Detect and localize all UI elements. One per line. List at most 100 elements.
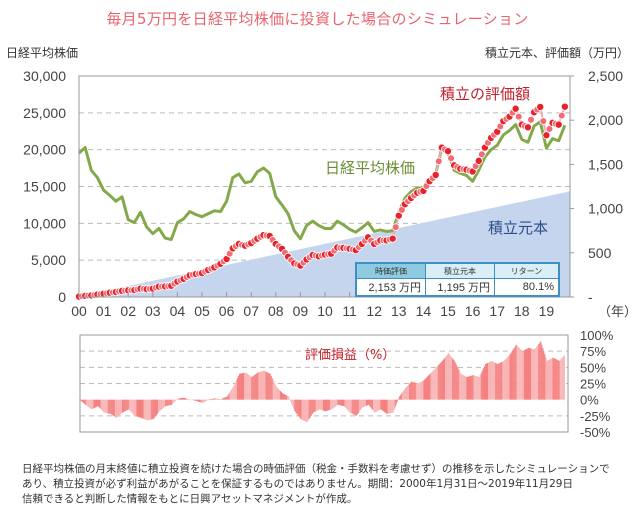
profit-bar bbox=[462, 374, 464, 400]
profit-bar bbox=[243, 372, 245, 400]
profit-bar bbox=[418, 382, 420, 400]
profit-bar bbox=[198, 399, 201, 402]
profit-bar bbox=[483, 366, 485, 400]
profit-bar bbox=[537, 345, 539, 400]
profit-bar bbox=[325, 399, 327, 412]
profit-bar bbox=[169, 399, 171, 406]
profit-bar bbox=[99, 399, 101, 409]
profit-bar bbox=[481, 370, 483, 400]
profit-bar bbox=[98, 399, 100, 408]
profit-bar bbox=[543, 351, 545, 400]
profit-bar bbox=[213, 398, 215, 400]
profit-bar bbox=[561, 357, 563, 400]
profit-bar bbox=[349, 399, 351, 413]
footnote-line: あり、積立投資が必ず利益があがることを保証するものではありません。期間：2000… bbox=[22, 478, 573, 490]
profit-bar bbox=[429, 373, 431, 400]
valuation-dot bbox=[554, 120, 563, 129]
profit-bar bbox=[355, 399, 357, 416]
profit-bar bbox=[125, 399, 127, 411]
profit-bar bbox=[225, 396, 227, 400]
profit-bar bbox=[281, 393, 284, 400]
sub-y-tick-label: 50% bbox=[580, 360, 606, 375]
profit-bar bbox=[331, 399, 333, 410]
profit-bar bbox=[368, 399, 370, 405]
profit-bar bbox=[128, 399, 130, 410]
profit-bar bbox=[190, 399, 192, 401]
profit-bar bbox=[234, 382, 236, 400]
profit-bar bbox=[255, 374, 257, 400]
sub-y-tick-label: -50% bbox=[580, 425, 611, 440]
profit-bar bbox=[315, 399, 317, 411]
sub-y-tick-label: 0% bbox=[580, 393, 599, 408]
profit-bar bbox=[103, 399, 105, 413]
profit-bar bbox=[192, 399, 194, 401]
profit-bar bbox=[220, 399, 222, 400]
profit-bar bbox=[132, 399, 134, 414]
profit-bar bbox=[131, 399, 133, 413]
profit-bar bbox=[443, 358, 445, 400]
profit-bar bbox=[326, 399, 328, 411]
profit-bar bbox=[93, 399, 95, 409]
profit-bar bbox=[116, 399, 119, 417]
profit-bar bbox=[379, 399, 381, 410]
profit-bar bbox=[216, 398, 218, 400]
profit-bar bbox=[95, 399, 97, 408]
profit-bar bbox=[519, 349, 521, 400]
profit-bar bbox=[436, 366, 438, 400]
profit-bar bbox=[186, 398, 188, 400]
profit-bar bbox=[417, 383, 419, 400]
profit-bar bbox=[293, 399, 295, 409]
profit-bar bbox=[397, 399, 399, 400]
profit-bar bbox=[446, 354, 449, 400]
profit-bar bbox=[298, 399, 300, 417]
profit-bar bbox=[80, 399, 82, 401]
profit-bar bbox=[263, 370, 265, 400]
profit-bar bbox=[311, 399, 313, 415]
right-y-tick-label: 500 bbox=[588, 245, 612, 261]
profit-bar bbox=[514, 346, 516, 400]
profit-bar bbox=[145, 399, 147, 420]
profit-bar bbox=[536, 346, 538, 400]
profit-bar bbox=[129, 399, 131, 411]
profit-bar bbox=[346, 399, 348, 410]
profit-bar bbox=[312, 399, 314, 413]
profit-bar bbox=[264, 371, 266, 400]
profit-bar bbox=[215, 398, 217, 400]
profit-bar bbox=[269, 373, 271, 400]
profit-bar bbox=[539, 342, 541, 400]
profit-bar bbox=[534, 349, 536, 400]
profit-bar bbox=[512, 349, 514, 400]
profit-bar bbox=[292, 399, 294, 407]
profit-bar bbox=[486, 363, 489, 400]
profit-bar bbox=[194, 399, 196, 401]
profit-bar bbox=[463, 375, 465, 400]
profit-bar bbox=[310, 399, 312, 416]
profit-bar bbox=[118, 399, 121, 416]
profit-bar bbox=[558, 360, 560, 400]
profit-bar bbox=[90, 399, 92, 409]
profit-bar bbox=[303, 399, 305, 421]
profit-bar bbox=[371, 399, 373, 409]
profit-bar bbox=[291, 399, 293, 404]
profit-bar bbox=[295, 399, 297, 413]
profit-bar bbox=[412, 381, 414, 400]
profit-bar bbox=[353, 399, 355, 415]
profit-bar bbox=[513, 347, 515, 400]
profit-bar bbox=[231, 388, 233, 400]
sub-plot-frame bbox=[79, 334, 569, 433]
profit-bar bbox=[180, 398, 182, 400]
profit-bar bbox=[202, 399, 204, 403]
profit-bar bbox=[533, 349, 535, 400]
profit-bar bbox=[507, 356, 509, 400]
profit-bar bbox=[181, 397, 183, 400]
profit-bar bbox=[155, 399, 157, 416]
profit-bar bbox=[506, 357, 508, 400]
profit-bar bbox=[227, 394, 229, 400]
profit-bar bbox=[104, 399, 106, 413]
profit-bar bbox=[449, 354, 451, 400]
profit-bar bbox=[495, 363, 497, 400]
profit-bar bbox=[357, 399, 359, 414]
sub-y-axis-ticks: 100%75%50% 25%0%-25%-50% bbox=[580, 328, 614, 440]
profit-bar bbox=[352, 399, 354, 415]
profit-bar bbox=[239, 373, 242, 400]
